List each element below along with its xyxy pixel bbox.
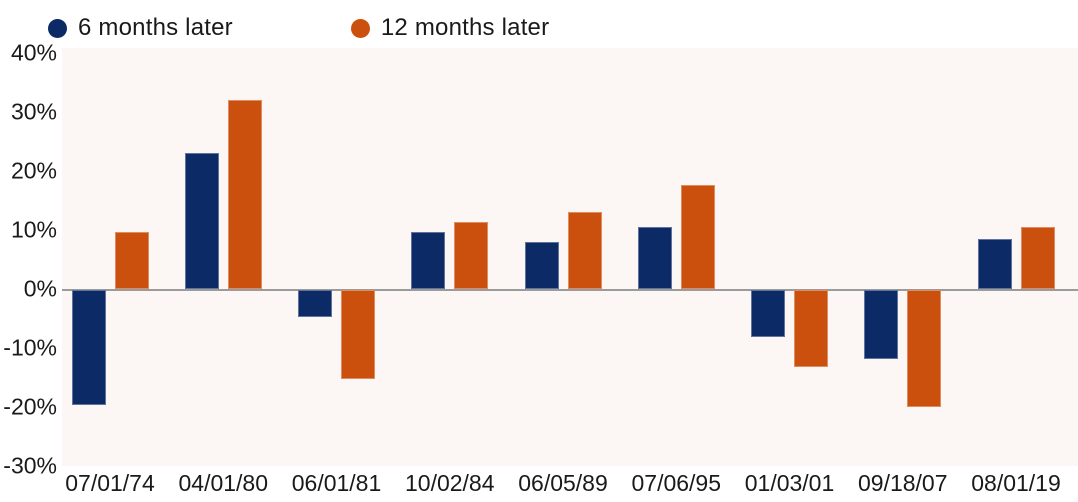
chart-legend: 6 months later 12 months later <box>48 12 549 44</box>
x-tick-label: 06/05/89 <box>518 470 608 496</box>
bar-6-months <box>71 290 106 406</box>
x-tick-label: 07/06/95 <box>631 470 722 496</box>
x-tick-label: 07/01/74 <box>65 470 155 496</box>
y-tick-label: -10% <box>3 334 57 361</box>
x-tick-label: 10/02/84 <box>404 470 495 496</box>
legend-dot-6-months-icon <box>48 18 67 38</box>
x-tick-label: 08/01/19 <box>971 470 1061 496</box>
x-tick-label: 04/01/80 <box>178 470 269 496</box>
bar-6-months <box>977 238 1012 289</box>
legend-label-6-months: 6 months later <box>78 14 233 41</box>
plot-area <box>62 48 1078 466</box>
legend-label-12-months: 12 months later <box>380 14 550 41</box>
zero-axis-line <box>62 289 1078 291</box>
x-tick-label: 01/03/01 <box>744 470 835 496</box>
bar-12-months <box>227 100 262 289</box>
bar-12-months <box>680 185 715 289</box>
y-tick-label: 0% <box>23 275 57 302</box>
bar-6-months <box>411 231 446 289</box>
y-tick-label: 40% <box>10 39 57 66</box>
bar-6-months <box>524 241 559 289</box>
bar-12-months <box>794 290 828 367</box>
y-tick-label: -30% <box>3 452 57 479</box>
bar-12-months <box>114 231 149 289</box>
bar-6-months <box>751 290 785 338</box>
bar-6-months <box>637 227 672 289</box>
bar-12-months <box>567 212 602 289</box>
bar-12-months <box>341 290 375 379</box>
x-tick-label: 06/01/81 <box>291 470 382 496</box>
legend-item-12-months: 12 months later <box>350 14 550 42</box>
y-tick-label: -20% <box>3 393 57 420</box>
x-tick-label: 09/18/07 <box>857 470 948 496</box>
bar-6-months <box>184 153 219 289</box>
bar-12-months <box>907 290 942 407</box>
bar-6-months <box>298 290 332 317</box>
bar-12-months <box>1020 227 1055 289</box>
legend-item-6-months: 6 months later <box>48 14 233 42</box>
y-tick-label: 20% <box>10 157 57 184</box>
legend-dot-12-months-icon <box>350 18 370 38</box>
y-tick-label: 10% <box>10 216 57 243</box>
y-tick-label: 30% <box>10 98 57 125</box>
bar-6-months <box>864 290 899 360</box>
bar-12-months <box>454 221 489 289</box>
